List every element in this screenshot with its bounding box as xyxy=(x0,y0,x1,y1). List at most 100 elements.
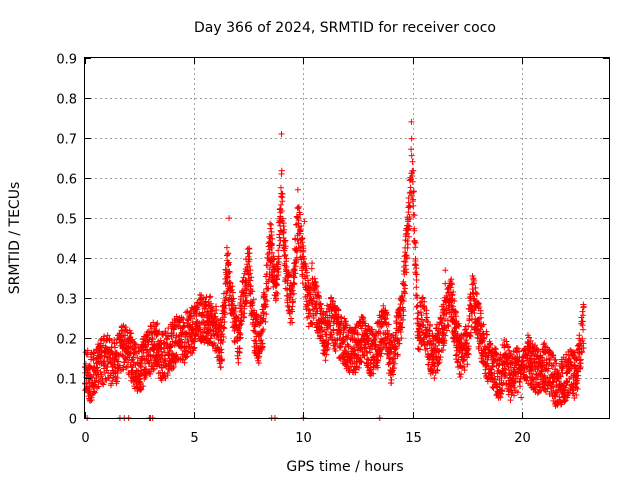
chart-title: Day 366 of 2024, SRMTID for receiver coc… xyxy=(194,20,496,36)
data-point xyxy=(340,329,347,336)
data-point xyxy=(580,303,587,310)
data-point xyxy=(298,222,305,229)
data-point xyxy=(319,350,326,357)
data-point xyxy=(226,215,233,222)
data-point xyxy=(550,352,557,359)
data-point xyxy=(410,188,417,195)
data-point xyxy=(505,343,512,350)
data-point xyxy=(408,135,415,142)
y-axis-label: SRMTID / TECUs xyxy=(7,182,23,295)
data-point xyxy=(412,244,419,251)
data-point xyxy=(360,351,367,358)
data-point xyxy=(421,298,428,305)
data-point xyxy=(93,374,100,381)
data-point xyxy=(471,310,478,317)
data-point xyxy=(116,362,123,369)
y-tick-label: 0.3 xyxy=(56,293,77,308)
data-point xyxy=(158,377,165,384)
data-point xyxy=(409,178,416,185)
data-point xyxy=(199,295,206,302)
data-point xyxy=(564,379,571,386)
data-point xyxy=(285,307,292,314)
data-point xyxy=(449,303,456,310)
data-point xyxy=(207,335,214,342)
data-point xyxy=(181,339,188,346)
data-point xyxy=(398,293,405,300)
data-point xyxy=(404,241,411,248)
data-point xyxy=(158,364,165,371)
x-tick-label: 0 xyxy=(81,431,89,446)
data-point xyxy=(465,343,472,350)
data-point xyxy=(414,320,421,327)
data-point xyxy=(442,267,449,274)
data-point xyxy=(485,354,492,361)
data-point xyxy=(389,368,396,375)
data-point xyxy=(282,243,289,250)
data-point xyxy=(301,255,308,262)
data-point xyxy=(521,369,528,376)
data-point xyxy=(274,276,281,283)
data-point xyxy=(142,374,149,381)
data-point xyxy=(279,215,286,222)
data-point xyxy=(147,370,154,377)
data-point xyxy=(275,268,282,275)
data-point xyxy=(516,348,523,355)
data-point xyxy=(401,258,408,265)
y-tick-label: 0.8 xyxy=(56,93,77,108)
data-point xyxy=(286,272,293,279)
data-point xyxy=(132,341,139,348)
data-point xyxy=(273,289,280,296)
y-tick-label: 0.5 xyxy=(56,213,77,228)
data-point xyxy=(292,270,299,277)
data-point xyxy=(291,267,298,274)
data-point xyxy=(570,352,577,359)
data-point xyxy=(227,279,234,286)
data-point xyxy=(303,265,310,272)
data-point xyxy=(220,333,227,340)
data-point xyxy=(340,337,347,344)
data-point xyxy=(242,294,249,301)
data-point xyxy=(277,209,284,216)
data-point xyxy=(388,348,395,355)
data-point xyxy=(255,354,262,361)
data-point xyxy=(164,363,171,370)
data-point xyxy=(318,305,325,312)
data-point xyxy=(497,394,504,401)
data-point xyxy=(448,281,455,288)
data-point xyxy=(503,338,510,345)
data-point xyxy=(383,315,390,322)
data-point xyxy=(423,307,430,314)
data-point xyxy=(161,349,168,356)
data-point xyxy=(458,335,465,342)
data-point xyxy=(310,295,317,302)
data-point xyxy=(289,319,296,326)
data-point xyxy=(275,247,282,254)
data-point xyxy=(541,340,548,347)
data-point xyxy=(255,359,262,366)
data-point xyxy=(413,265,420,272)
data-point xyxy=(327,322,334,329)
data-point xyxy=(401,289,408,296)
data-point xyxy=(477,326,484,333)
data-point xyxy=(237,334,244,341)
data-point xyxy=(440,346,447,353)
data-point xyxy=(534,348,541,355)
data-point xyxy=(138,364,145,371)
data-point xyxy=(358,358,365,365)
data-point xyxy=(238,318,245,325)
data-point xyxy=(264,251,271,258)
data-point xyxy=(262,318,269,325)
data-point xyxy=(544,385,551,392)
data-point xyxy=(147,353,154,360)
data-point xyxy=(281,238,288,245)
data-point xyxy=(114,374,121,381)
data-point xyxy=(484,331,491,338)
data-point xyxy=(293,213,300,220)
data-point xyxy=(145,339,152,346)
data-point xyxy=(546,380,553,387)
data-point xyxy=(206,325,213,332)
data-point xyxy=(499,387,506,394)
data-point xyxy=(290,290,297,297)
x-tick-label: 15 xyxy=(405,431,422,446)
data-point xyxy=(423,314,430,321)
